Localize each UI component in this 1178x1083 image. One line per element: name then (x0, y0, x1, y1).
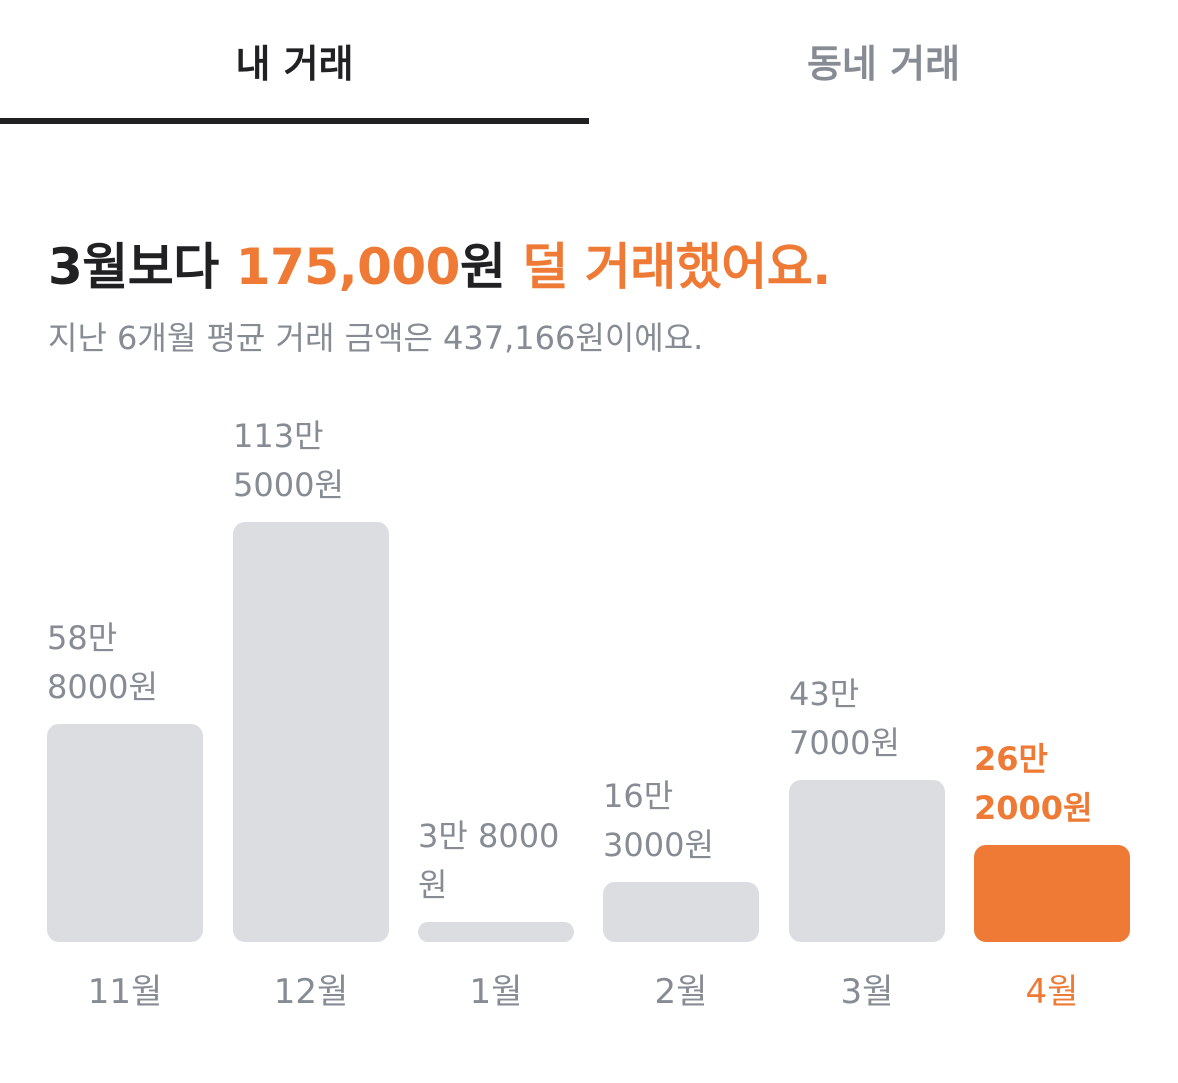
chart-bar-value-label: 113만 5000원 (233, 412, 413, 510)
tab-bar: 내 거래 동네 거래 (0, 0, 1178, 124)
headline-prefix: 3월보다 (48, 238, 236, 296)
value-label-line1: 26만 (974, 740, 1048, 778)
value-label-line1: 16만 (603, 777, 674, 815)
chart-bar-value-label: 3만 8000 원 (418, 812, 598, 910)
headline-unit: 원 (459, 238, 523, 296)
chart-bar-value-label: 58만 8000원 (47, 614, 227, 712)
summary-headline: 3월보다 175,000원 덜 거래했어요. (48, 232, 831, 302)
value-label-line1: 58만 (47, 619, 118, 657)
value-label-line1: 3만 8000 (418, 817, 560, 855)
chart-bar-value-label: 43만 7000원 (789, 670, 969, 768)
chart-bar[interactable] (47, 724, 203, 942)
chart-bar[interactable] (233, 522, 389, 942)
chart-month-label: 1월 (469, 972, 523, 1012)
tab-neighborhood-trades[interactable]: 동네 거래 (806, 41, 961, 86)
chart-month-label: 3월 (840, 972, 894, 1012)
value-label-line2: 3000원 (603, 826, 714, 864)
chart-bar-group: 16만 3000원 2월 (603, 400, 759, 1083)
headline-amount: 175,000 (235, 238, 461, 296)
chart-bar-group: 43만 7000원 3월 (789, 400, 945, 1083)
value-label-line1: 113만 (233, 417, 324, 455)
headline-suffix: 덜 거래했어요. (522, 238, 831, 296)
chart-bar-group: 113만 5000원 12월 (233, 400, 389, 1083)
value-label-line2: 2000원 (974, 789, 1093, 827)
chart-bar[interactable] (418, 922, 574, 942)
average-amount-note: 지난 6개월 평균 거래 금액은 437,166원이에요. (48, 319, 704, 357)
chart-bar-group: 3만 8000 원 1월 (418, 400, 574, 1083)
chart-bar-group: 58만 8000원 11월 (47, 400, 203, 1083)
chart-month-label: 2월 (654, 972, 708, 1012)
chart-bar-value-label: 26만 2000원 (974, 735, 1154, 833)
chart-month-label: 12월 (273, 972, 349, 1012)
monthly-trade-chart: 58만 8000원 11월 113만 5000원 12월 3만 8000 원 1월 16만 3000… (0, 400, 1178, 1083)
active-tab-indicator (0, 118, 589, 124)
chart-month-label: 4월 (1025, 972, 1079, 1012)
tab-my-trades[interactable]: 내 거래 (235, 41, 354, 86)
value-label-line2: 7000원 (789, 724, 900, 762)
chart-month-label: 11월 (87, 972, 163, 1012)
value-label-line1: 43만 (789, 675, 860, 713)
chart-bar-group: 26만 2000원 4월 (974, 400, 1130, 1083)
value-label-line2: 5000원 (233, 466, 344, 504)
value-label-line2: 8000원 (47, 668, 158, 706)
chart-bar[interactable] (603, 882, 759, 942)
chart-bar-value-label: 16만 3000원 (603, 772, 783, 870)
chart-bar[interactable] (789, 780, 945, 942)
chart-bar[interactable] (974, 845, 1130, 942)
value-label-line2: 원 (418, 866, 448, 904)
